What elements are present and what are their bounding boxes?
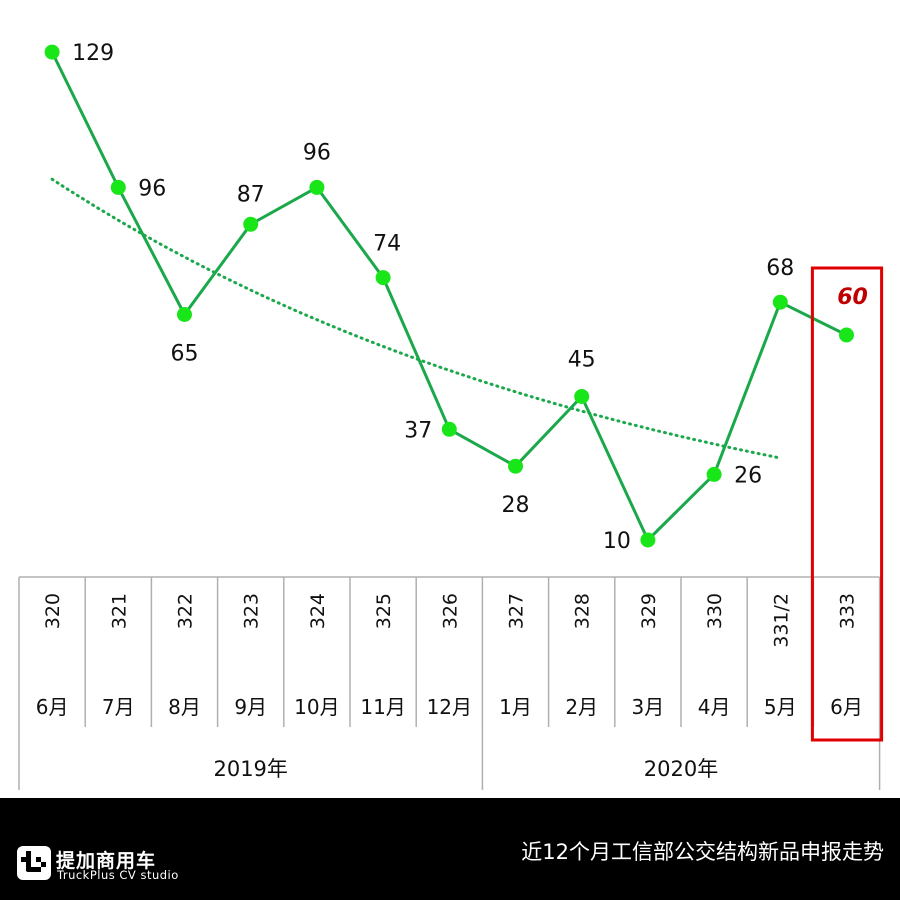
data-label: 37 (404, 418, 432, 443)
data-point (772, 294, 788, 310)
data-point (706, 466, 722, 482)
data-point (375, 270, 391, 286)
month-label: 1月 (499, 695, 532, 719)
data-label: 96 (303, 140, 331, 165)
data-label: 68 (766, 256, 794, 281)
highlight-value-label: 60 (837, 285, 868, 310)
data-line (50, 51, 848, 542)
data-label: 26 (734, 463, 762, 488)
data-point (177, 307, 192, 322)
data-label: 96 (138, 176, 166, 201)
month-label: 12月 (427, 695, 472, 719)
brand-name-en: TruckPlus CV studio (57, 868, 179, 882)
batch-code-label: 322 (175, 593, 197, 629)
data-points (44, 44, 854, 548)
trendline (50, 177, 782, 460)
month-label: 10月 (294, 695, 339, 719)
month-label: 6月 (36, 695, 69, 719)
footer-bar: 提加商用车 TruckPlus CV studio 近12个月工信部公交结构新品… (0, 798, 900, 900)
data-point (508, 458, 523, 474)
year-label: 2019年 (213, 757, 287, 781)
data-point (441, 421, 457, 437)
batch-code-label: 329 (638, 593, 660, 629)
batch-code-label: 320 (42, 593, 64, 629)
data-point (574, 389, 590, 404)
data-label: 74 (373, 232, 401, 257)
batch-code-label: 331/2 (770, 593, 792, 648)
data-label: 129 (72, 41, 114, 66)
data-point (640, 532, 656, 548)
month-label: 2月 (565, 695, 598, 719)
data-point (110, 179, 126, 195)
data-point (839, 327, 854, 343)
month-label: 7月 (102, 695, 135, 719)
batch-code-label: 330 (704, 593, 726, 629)
batch-code-label: 325 (373, 593, 395, 629)
data-label: 87 (237, 182, 265, 207)
batch-code-label: 323 (241, 593, 263, 629)
batch-code-label: 324 (307, 593, 329, 629)
month-label: 3月 (632, 695, 665, 719)
month-label: 9月 (234, 695, 267, 719)
batch-code-label: 327 (506, 593, 528, 629)
data-label: 10 (603, 529, 631, 554)
month-label: 5月 (764, 695, 797, 719)
batch-code-label: 321 (108, 593, 130, 629)
chart-caption: 近12个月工信部公交结构新品申报走势 (521, 840, 884, 864)
month-label: 4月 (698, 695, 731, 719)
brand-name-cn: 提加商用车 (56, 850, 157, 872)
batch-code-label: 333 (837, 593, 859, 629)
line-chart: 129 96 65 87 96 74 37 28 45 10 26 68 60 320 321 322 323… (18, 41, 884, 790)
data-label: 28 (502, 493, 530, 518)
batch-code-label: 326 (439, 593, 461, 629)
highlight-box (810, 266, 884, 742)
month-label: 6月 (830, 695, 863, 719)
category-table: 320 321 322 323 324 325 326 327 328 329 330 331/2 33… (18, 576, 881, 790)
data-labels: 129 96 65 87 96 74 37 28 45 10 26 68 60 (72, 41, 868, 554)
data-point (44, 44, 60, 60)
truckplus-logo-icon (17, 846, 51, 880)
data-label: 45 (568, 348, 596, 373)
data-point (243, 216, 259, 232)
year-label: 2020年 (644, 757, 718, 781)
month-label: 11月 (360, 695, 405, 719)
batch-code-label: 328 (572, 593, 594, 629)
data-point (309, 179, 325, 195)
data-label: 65 (171, 342, 199, 367)
month-label: 8月 (168, 695, 201, 719)
